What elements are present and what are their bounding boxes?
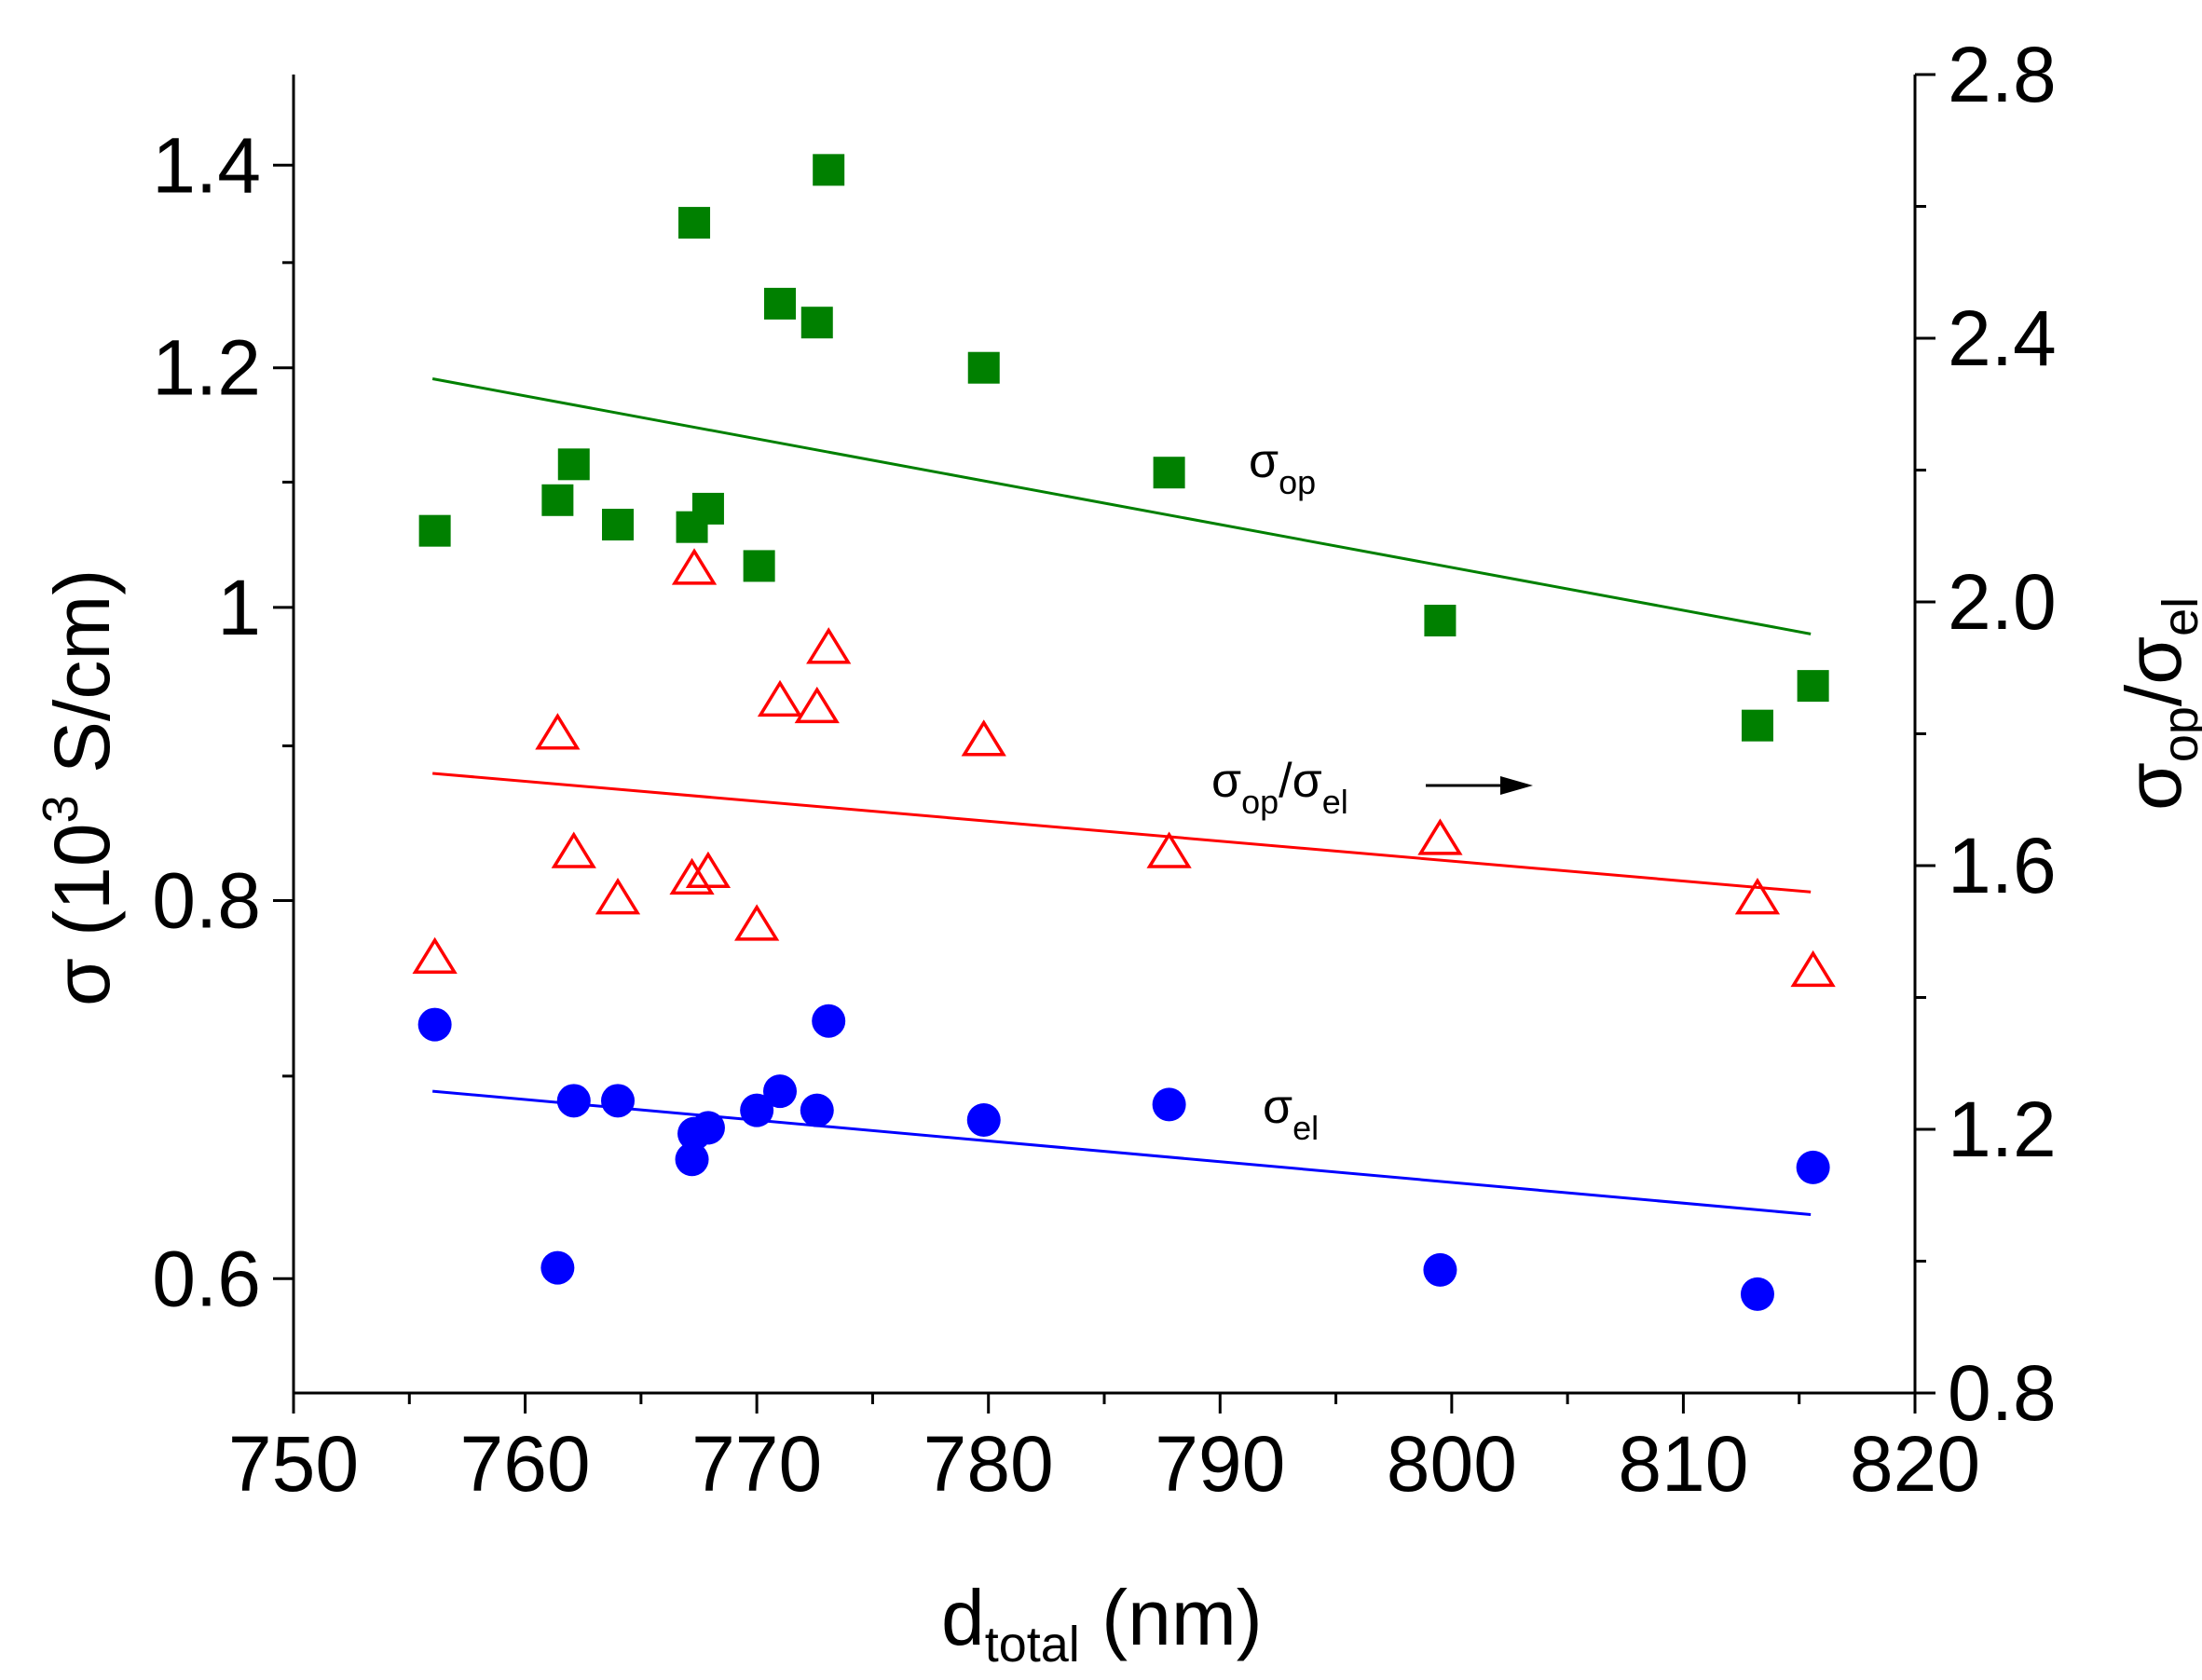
y-right-tick-label: 2.0 bbox=[1948, 558, 2057, 646]
square-point bbox=[1741, 709, 1773, 742]
x-tick-label: 770 bbox=[691, 1420, 822, 1508]
square-point bbox=[557, 448, 590, 481]
circle-point bbox=[691, 1111, 725, 1145]
square-point bbox=[800, 307, 833, 339]
circle-point bbox=[675, 1142, 709, 1177]
triangle-point bbox=[1790, 949, 1836, 988]
square-point bbox=[813, 154, 845, 186]
triangle-point bbox=[669, 857, 715, 895]
circle-point bbox=[601, 1084, 635, 1118]
fit-line-circle bbox=[432, 1089, 1812, 1216]
circle-point bbox=[417, 1007, 452, 1042]
x-tick-label: 810 bbox=[1618, 1420, 1748, 1508]
square-point bbox=[1153, 457, 1185, 489]
x-axis-title: dtotal (nm) bbox=[941, 1574, 1263, 1673]
x-tick-label: 780 bbox=[923, 1420, 1054, 1508]
circle-point bbox=[763, 1074, 797, 1109]
y-right-axis-title: σop/σel bbox=[2110, 597, 2202, 811]
triangle-point bbox=[734, 904, 780, 941]
y-left-tick-label: 1 bbox=[217, 564, 261, 651]
x-tick-label: 750 bbox=[228, 1420, 359, 1508]
annotation-sigma-ratio: σop/σel bbox=[1211, 754, 1348, 821]
x-tick-label: 820 bbox=[1850, 1420, 1980, 1508]
fit-line-square bbox=[431, 377, 1812, 635]
y-right-tick-label: 2.4 bbox=[1948, 294, 2057, 382]
circle-point bbox=[1740, 1277, 1774, 1311]
annotation-sigma-el: σel bbox=[1263, 1080, 1319, 1147]
square-point bbox=[743, 550, 775, 582]
square-point bbox=[967, 351, 1000, 384]
square-point bbox=[764, 287, 796, 320]
y-right-tick-label: 0.8 bbox=[1948, 1349, 2057, 1437]
axes-frame bbox=[292, 75, 1917, 1395]
circle-point bbox=[1796, 1150, 1830, 1184]
y-right-tick-label: 1.2 bbox=[1948, 1086, 2057, 1173]
x-tick-label: 790 bbox=[1155, 1420, 1285, 1508]
ticks: 750 760 770 780 790 800 810 820 0.6 0.8 1 1.2 1.4 0.8… bbox=[152, 31, 2057, 1508]
circle-point bbox=[812, 1004, 846, 1038]
triangle-point bbox=[961, 719, 1006, 757]
data-marks bbox=[412, 154, 1836, 1311]
y-right-tick-label: 2.8 bbox=[1948, 31, 2057, 118]
square-point bbox=[418, 514, 451, 547]
circle-point bbox=[1423, 1252, 1457, 1287]
fit-line-open-triangle bbox=[432, 772, 1812, 894]
fit-lines bbox=[431, 377, 1812, 1216]
triangle-point bbox=[1417, 818, 1463, 855]
arrow-right-icon bbox=[1426, 776, 1533, 795]
y-left-tick-label: 1.4 bbox=[152, 121, 261, 209]
x-tick-label: 800 bbox=[1387, 1420, 1517, 1508]
triangle-point bbox=[1146, 831, 1192, 868]
triangle-point bbox=[595, 878, 641, 915]
circle-point bbox=[966, 1102, 1001, 1137]
square-point bbox=[1424, 605, 1457, 637]
square-point bbox=[678, 207, 711, 239]
circle-point bbox=[540, 1250, 575, 1285]
circle-point bbox=[740, 1093, 774, 1127]
axis-labels: dtotal (nm) σ (103 S/cm) σop/σel bbox=[33, 569, 2202, 1673]
triangle-point bbox=[535, 713, 581, 750]
y-left-tick-label: 0.6 bbox=[152, 1235, 261, 1322]
triangle-point bbox=[757, 679, 803, 717]
square-point bbox=[602, 509, 634, 541]
triangle-point bbox=[806, 627, 852, 664]
triangle-point bbox=[412, 936, 458, 974]
circle-point bbox=[556, 1084, 591, 1118]
square-point bbox=[691, 492, 724, 525]
circle-point bbox=[1152, 1087, 1186, 1122]
x-tick-label: 760 bbox=[459, 1420, 590, 1508]
triangle-point bbox=[794, 686, 840, 724]
circle-point bbox=[800, 1093, 834, 1127]
triangle-point bbox=[551, 831, 596, 868]
y-left-tick-label: 0.8 bbox=[152, 857, 261, 945]
triangle-point bbox=[1734, 878, 1781, 915]
y-left-tick-label: 1.2 bbox=[152, 324, 261, 412]
annotation-sigma-op: σop bbox=[1249, 434, 1316, 501]
annotations: σop σop/σel σel bbox=[1211, 434, 1533, 1147]
triangle-point bbox=[685, 851, 732, 889]
y-right-tick-label: 1.6 bbox=[1948, 822, 2057, 909]
square-point bbox=[541, 484, 574, 516]
y-left-axis-title: σ (103 S/cm) bbox=[33, 569, 126, 1006]
square-point bbox=[1797, 670, 1829, 703]
triangle-point bbox=[671, 548, 718, 585]
